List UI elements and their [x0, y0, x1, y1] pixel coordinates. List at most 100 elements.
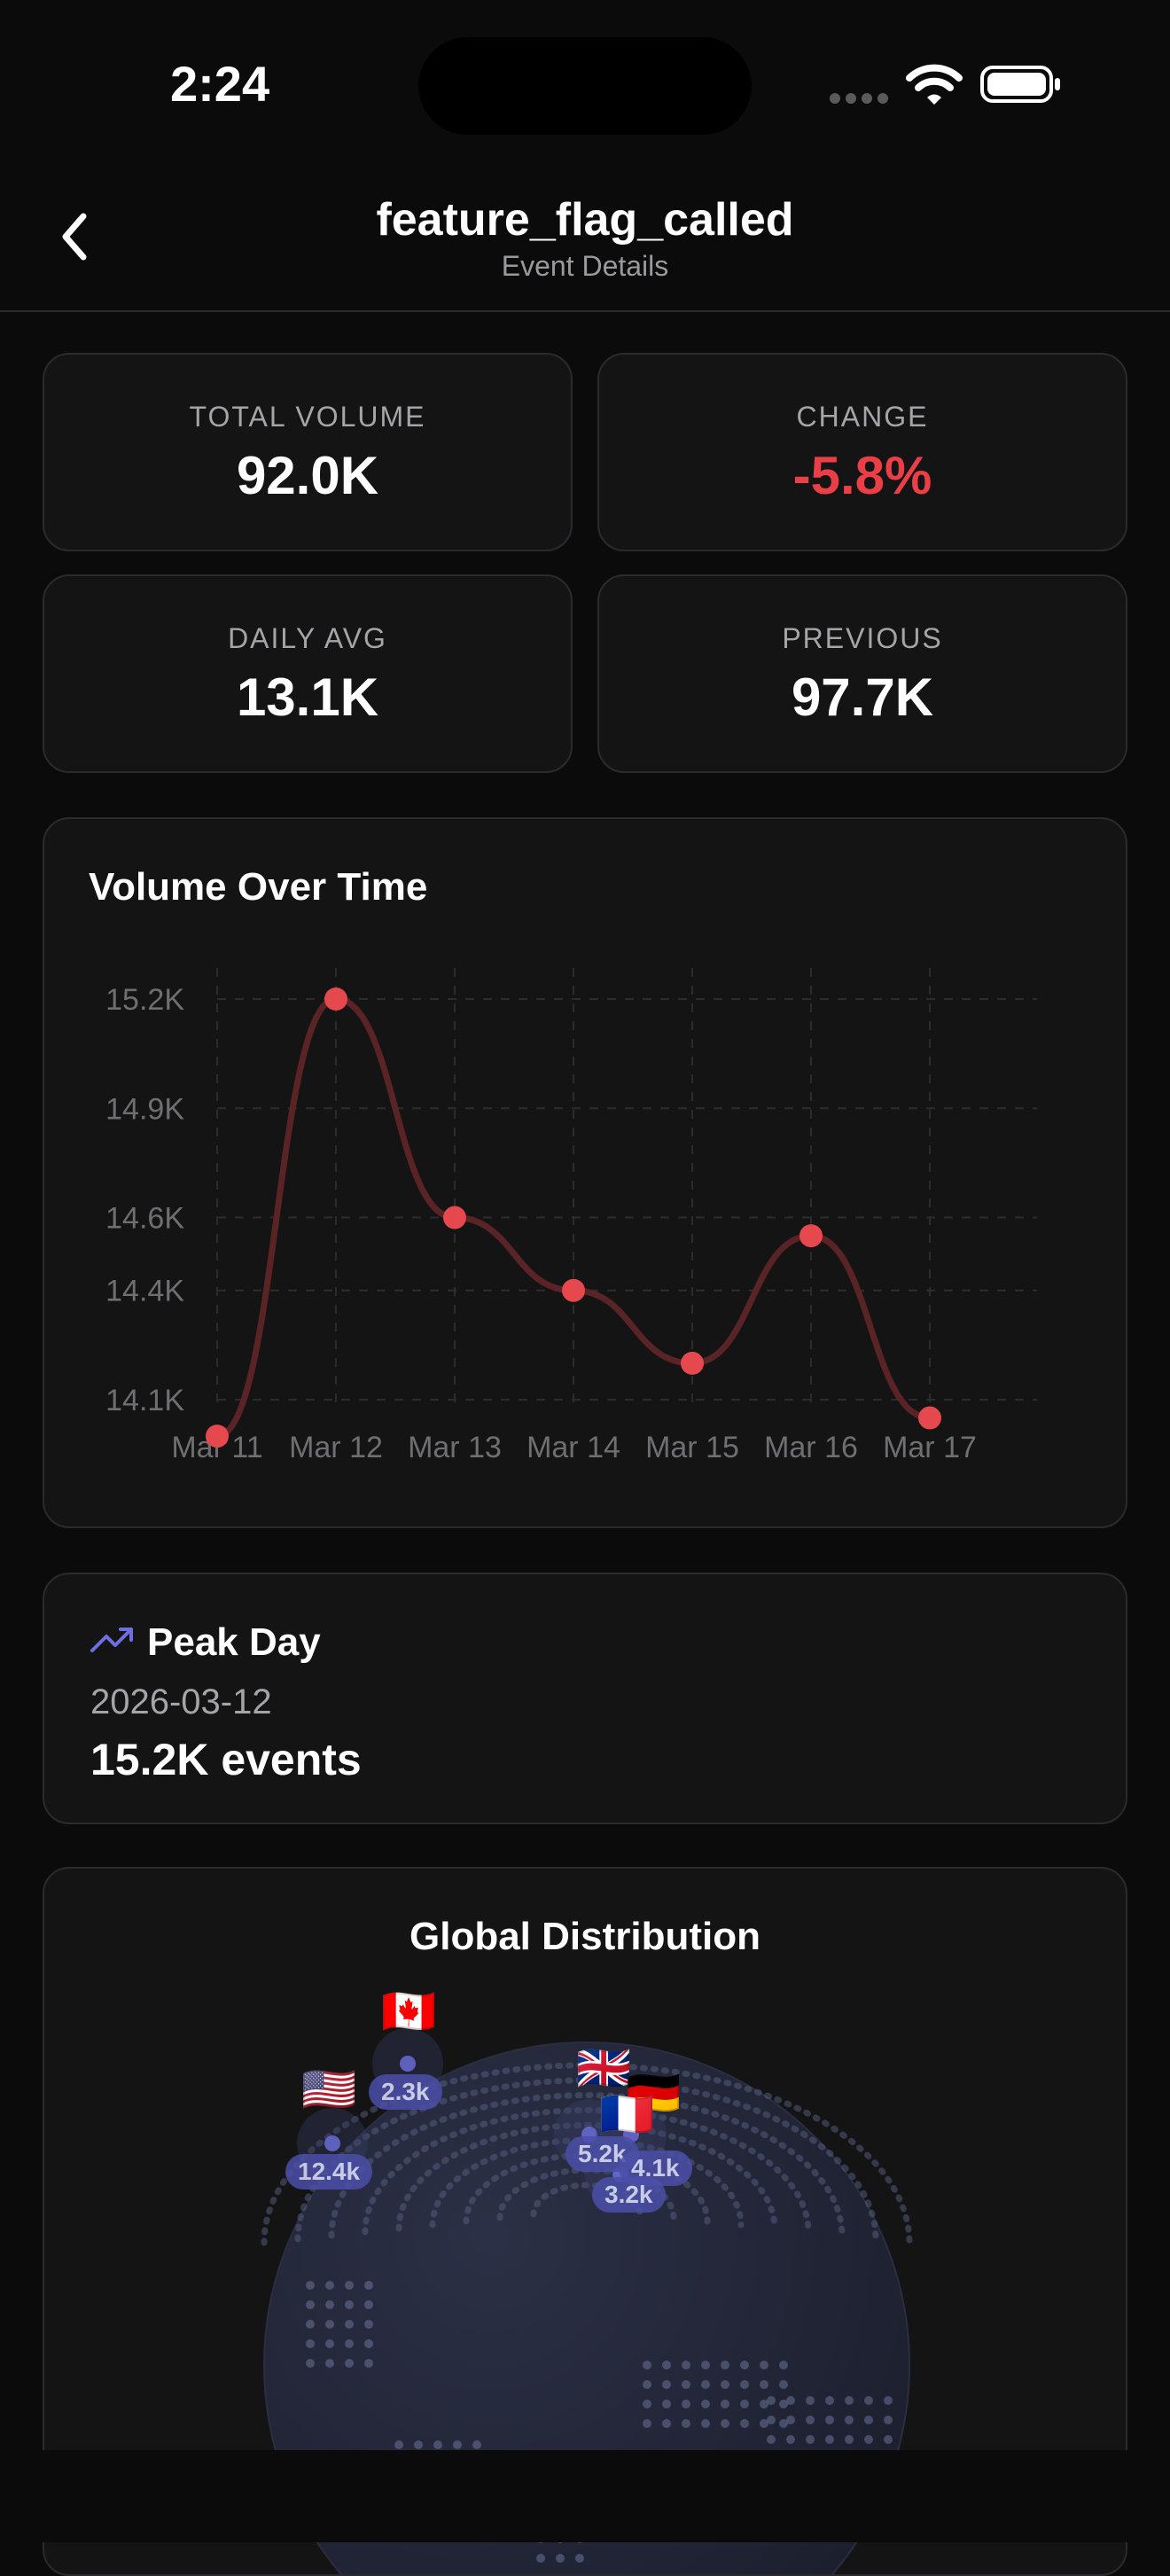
globe-land-dot [721, 2419, 729, 2428]
data-point [206, 1425, 229, 1448]
x-tick-label: Mar 17 [883, 1431, 977, 1464]
globe-land-dot [779, 2361, 788, 2369]
globe-dot-arc [362, 2107, 812, 2236]
globe-land-dot [643, 2400, 651, 2408]
x-tick-label: Mar 14 [526, 1431, 620, 1464]
globe-title: Global Distribution [410, 1915, 760, 1958]
globe-land-dot [682, 2400, 690, 2408]
globe-land-dot [884, 2396, 893, 2405]
globe-land-dot [306, 2320, 315, 2329]
y-tick-label: 14.4K [105, 1275, 184, 1308]
globe-land-dot [721, 2361, 729, 2369]
globe-land-dot [575, 2554, 584, 2563]
flag-germany-icon: 🇩🇪 [626, 2068, 682, 2118]
data-point [918, 1406, 941, 1430]
globe-land-dot [884, 2435, 893, 2444]
country-count-badge[interactable]: 5.2k [566, 2136, 639, 2172]
page-title: feature_flag_called [376, 194, 794, 246]
x-tick-label: Mar 13 [408, 1431, 502, 1464]
globe-land-dot [740, 2380, 749, 2389]
globe-land-dot [472, 2440, 481, 2449]
globe-land-dot [760, 2361, 768, 2369]
stat-value: 92.0K [236, 446, 379, 505]
globe-land-dot [701, 2361, 710, 2369]
globe-land-dot [414, 2440, 423, 2449]
globe-land-dot [364, 2320, 373, 2329]
globe-land-dot [643, 2380, 651, 2389]
stat-label: TOTAL VOLUME [189, 401, 426, 433]
globe-land-dot [786, 2435, 795, 2444]
globe-land-dot [740, 2419, 749, 2428]
globe-land-dot [662, 2419, 671, 2428]
globe-land-dot [536, 2554, 545, 2563]
y-tick-label: 14.6K [105, 1202, 184, 1236]
globe-land-dot [786, 2416, 795, 2424]
peak-day-title: Peak Day [147, 1620, 321, 1664]
dynamic-island [418, 37, 752, 135]
battery-icon [980, 66, 1060, 103]
globe-land-dot [701, 2400, 710, 2408]
page-subtitle: Event Details [501, 250, 669, 282]
peak-day-card: Peak Day 2026-03-12 15.2K events [43, 1573, 1127, 1824]
peak-day-events: 15.2K events [90, 1735, 362, 1784]
peak-day-date: 2026-03-12 [90, 1682, 272, 1721]
globe-land-dot [845, 2416, 854, 2424]
globe-land-dot [760, 2400, 768, 2408]
data-point [324, 987, 347, 1011]
bottom-safe-area [0, 2450, 1170, 2542]
globe-land-dot [760, 2419, 768, 2428]
country-count-badge[interactable]: 12.4k [285, 2154, 373, 2190]
country-count-badge[interactable]: 2.3k [369, 2074, 442, 2110]
status-time: 2:24 [170, 56, 270, 112]
data-point [443, 1206, 466, 1229]
globe-land-dot [306, 2281, 315, 2290]
globe-land-dot [779, 2400, 788, 2408]
flag-canada-icon: 🇨🇦 [381, 1987, 437, 2036]
globe-land-dot [364, 2339, 373, 2348]
globe-land-dot [306, 2359, 315, 2368]
globe-land-dot [662, 2380, 671, 2389]
globe-land-dot [556, 2554, 565, 2563]
globe-land-dot [864, 2435, 873, 2444]
globe-land-dot [325, 2281, 334, 2290]
globe-land-dot [364, 2359, 373, 2368]
x-tick-label: Mar 15 [645, 1431, 739, 1464]
globe-land-dot [721, 2400, 729, 2408]
stat-label: DAILY AVG [228, 622, 387, 654]
globe-land-dot [701, 2380, 710, 2389]
globe-land-dot [325, 2300, 334, 2309]
globe-land-dot [662, 2361, 671, 2369]
globe-land-dot [845, 2396, 854, 2405]
stat-card-previous: PREVIOUS 97.7K [597, 574, 1127, 773]
nav-header: feature_flag_called Event Details [0, 168, 1170, 312]
globe-land-dot [845, 2435, 854, 2444]
globe-land-dot [767, 2416, 776, 2424]
status-bar: 2:24 [0, 0, 1170, 168]
globe-land-dot [325, 2320, 334, 2329]
globe-land-dot [740, 2400, 749, 2408]
data-point [562, 1278, 585, 1302]
volume-chart-card: Volume Over Time 14.1K 14.4K 14.6K 14.9K 15.… [43, 817, 1127, 1528]
cellular-signal-icon [830, 92, 893, 108]
globe-land-dot [825, 2416, 834, 2424]
x-tick-label: Mar 12 [289, 1431, 383, 1464]
globe-dot-arc [395, 2121, 778, 2232]
globe-land-dot [345, 2339, 354, 2348]
back-chevron-icon[interactable] [50, 206, 103, 268]
stat-card-total-volume: TOTAL VOLUME 92.0K [43, 353, 573, 551]
globe-land-dot [394, 2440, 403, 2449]
flag-usa-icon: 🇺🇸 [301, 2065, 357, 2114]
globe-land-dot [682, 2380, 690, 2389]
country-count-badge[interactable]: 3.2k [592, 2177, 666, 2213]
globe-land-dot [364, 2300, 373, 2309]
globe-land-dot [325, 2339, 334, 2348]
trending-up-icon [90, 1628, 133, 1652]
globe-land-dot [643, 2361, 651, 2369]
globe-land-dot [760, 2380, 768, 2389]
globe-land-dot [682, 2361, 690, 2369]
flag-france-icon: 🇫🇷 [599, 2089, 655, 2139]
globe-land-dot [884, 2416, 893, 2424]
stat-label: CHANGE [796, 401, 929, 433]
globe-land-dot [779, 2380, 788, 2389]
